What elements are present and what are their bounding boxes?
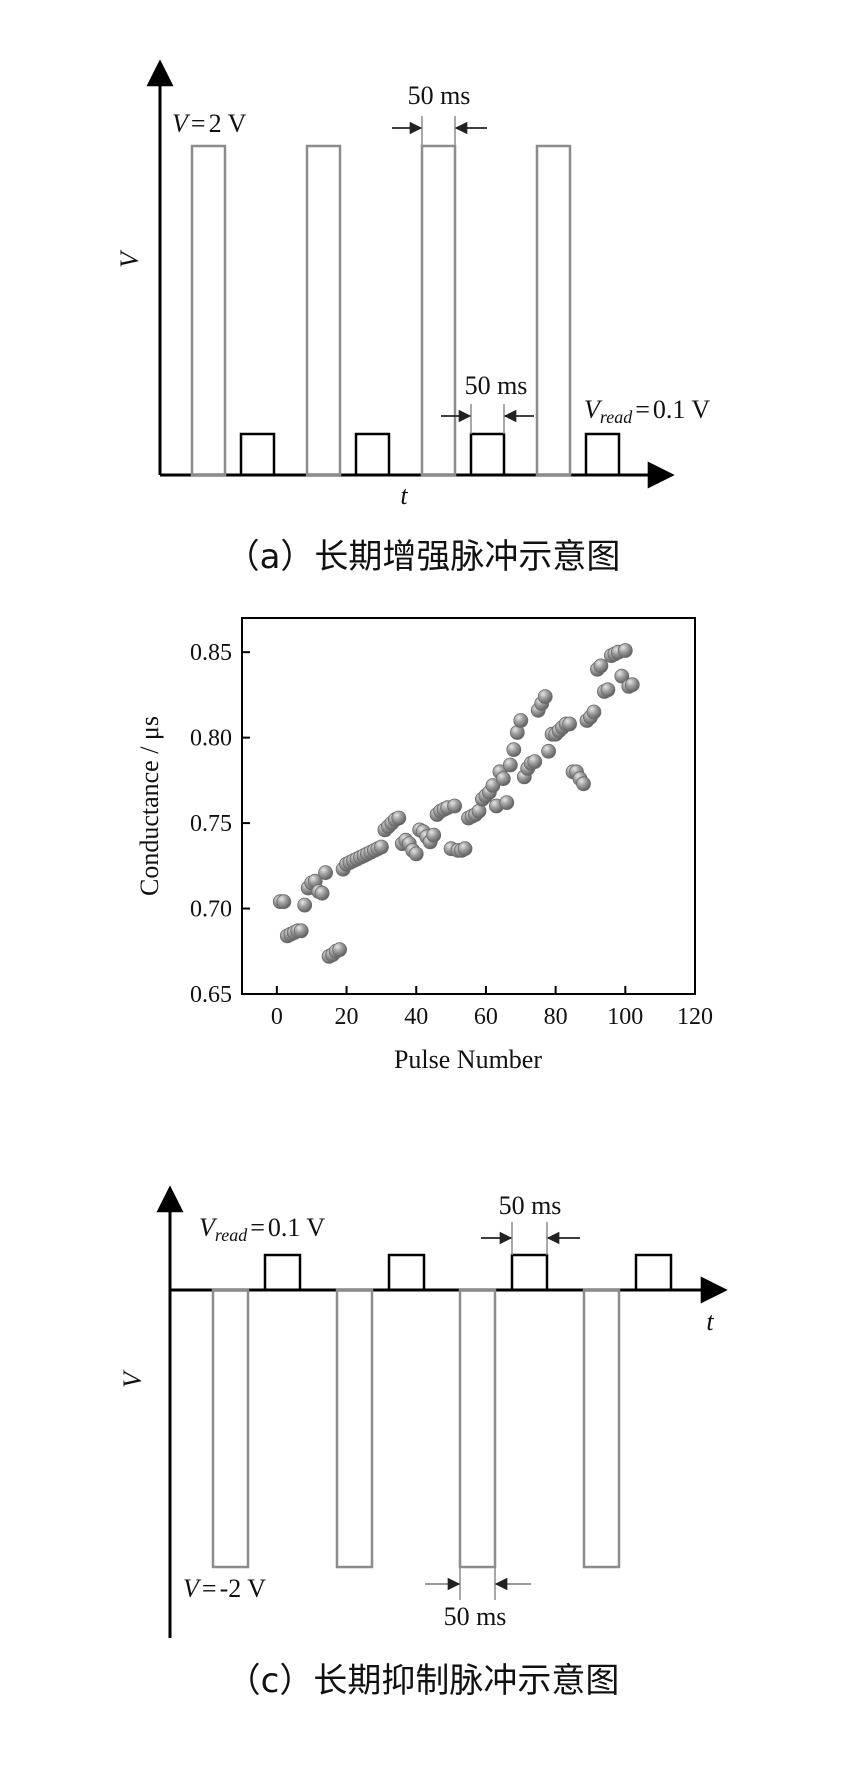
write-pulse — [211, 1288, 250, 1569]
panel-c-caption: （c）长期抑制脉冲示意图 — [227, 1661, 620, 1701]
write-pulse — [582, 1288, 621, 1569]
panel-a-write-voltage-label: V = 2 V — [172, 109, 247, 138]
scatter-point — [499, 795, 515, 810]
x-tick-label: 20 — [335, 1004, 359, 1030]
panel-c-write-width-marker: 50 ms — [425, 1567, 531, 1631]
read-pulse — [510, 1253, 549, 1292]
panel-c-read-width-marker: 50 ms — [481, 1191, 580, 1255]
panel-c-pulses — [211, 1253, 673, 1569]
x-tick-label: 120 — [677, 1004, 713, 1030]
scatter-point — [527, 754, 543, 769]
panel-c-write-width-label: 50 ms — [444, 1602, 507, 1631]
x-tick-label: 80 — [544, 1004, 568, 1030]
panel-c-write-voltage-label: V = -2 V — [183, 1574, 266, 1603]
scatter-point — [502, 757, 518, 773]
write-pulse — [535, 144, 572, 477]
panel-c-read-voltage-label: Vread = 0.1 V — [199, 1213, 325, 1245]
x-tick-label: 0 — [271, 1004, 283, 1030]
panel-b-scatter-chart: 0 20 40 60 80 100 120 0.65 0.70 0.75 0.80 0.85 Puls… — [135, 617, 713, 1074]
scatter-point — [373, 839, 389, 855]
scatter-point — [624, 677, 640, 693]
scatter-point — [495, 771, 511, 787]
panel-c-read-width-label: 50 ms — [499, 1191, 562, 1220]
scatter-point — [276, 894, 292, 910]
y-tick-label: 0.75 — [190, 811, 232, 837]
write-pulse — [305, 144, 342, 477]
scatter-point — [408, 846, 424, 862]
scatter-point — [600, 682, 616, 698]
scatter-point — [314, 885, 330, 901]
scatter-point — [586, 704, 602, 720]
scatter-point — [593, 658, 609, 674]
y-tick-label: 0.70 — [190, 897, 232, 923]
panel-a-y-label: V — [115, 249, 144, 268]
read-pulse — [239, 432, 276, 477]
write-pulse — [335, 1288, 374, 1569]
read-pulse — [263, 1253, 302, 1292]
scatter-point — [457, 841, 473, 857]
panel-b-points — [272, 643, 640, 964]
read-pulse — [584, 432, 621, 477]
scatter-point — [297, 897, 313, 913]
scatter-point — [318, 865, 334, 881]
x-tick-label: 60 — [474, 1004, 498, 1030]
read-pulse — [387, 1253, 426, 1292]
scatter-point — [513, 713, 529, 728]
write-pulse — [190, 144, 227, 477]
y-tick-label: 0.80 — [190, 726, 232, 752]
panel-a-ltp-diagram: 50 ms 50 ms V = 2 V Vread = 0.1 V V t （a）长期增… — [115, 59, 710, 577]
scatter-point — [426, 827, 442, 843]
scatter-point — [576, 776, 591, 792]
panel-c-y-label: V — [118, 1369, 147, 1388]
panel-c-x-label: t — [706, 1307, 714, 1336]
scatter-point — [541, 743, 556, 759]
y-tick-label: 0.65 — [190, 982, 232, 1008]
write-pulse — [458, 1288, 497, 1569]
x-tick-label: 40 — [404, 1004, 428, 1030]
panel-a-write-width-marker: 50 ms — [392, 81, 487, 146]
panel-a-caption: （a）长期增强脉冲示意图 — [226, 537, 621, 577]
panel-c-ltd-diagram: 50 ms 50 ms Vread = 0.1 V V = -2 V V t （c）长期… — [118, 1185, 728, 1701]
scatter-point — [293, 923, 309, 939]
panel-b-ticks: 0 20 40 60 80 100 120 0.65 0.70 0.75 0.80 0.85 — [190, 640, 713, 1030]
scatter-point — [537, 689, 553, 704]
scatter-point — [617, 643, 633, 658]
scatter-point — [332, 942, 348, 957]
scatter-point — [506, 742, 522, 757]
write-pulse — [420, 144, 457, 477]
scatter-point — [614, 668, 630, 684]
scatter-point — [391, 810, 407, 826]
read-pulse — [354, 432, 391, 477]
read-pulse — [634, 1253, 673, 1292]
scatter-point — [562, 716, 577, 732]
read-pulse — [469, 432, 506, 477]
panel-a-read-width-label: 50 ms — [465, 371, 528, 400]
panel-a-read-width-marker: 50 ms — [441, 371, 534, 434]
scatter-point — [447, 798, 463, 814]
panel-a-read-voltage-label: Vread = 0.1 V — [584, 395, 710, 427]
scatter-point — [485, 778, 501, 793]
panel-a-x-label: t — [400, 481, 408, 510]
panel-b-plot-frame — [241, 617, 696, 995]
panel-b-x-label: Pulse Number — [394, 1045, 542, 1074]
y-tick-label: 0.85 — [190, 640, 232, 666]
panel-a-write-width-label: 50 ms — [408, 81, 471, 110]
panel-b-y-label: Conductance / μs — [135, 716, 164, 896]
panel-a-pulses — [190, 144, 621, 477]
x-tick-label: 100 — [607, 1004, 643, 1030]
